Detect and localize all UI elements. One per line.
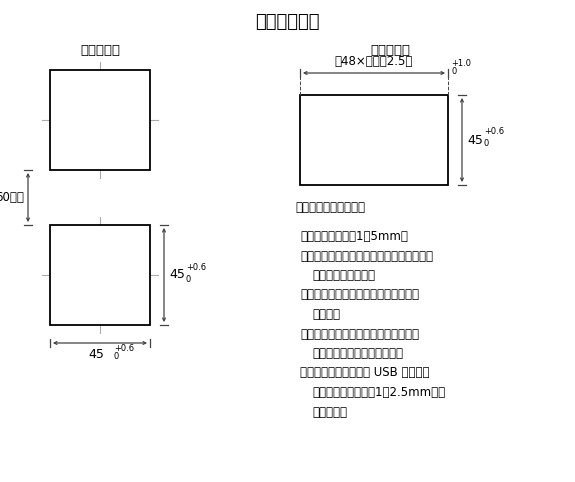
Text: ・若同時安裝複數個使用時，請注意勿: ・若同時安裝複數個使用時，請注意勿 xyxy=(300,327,419,340)
Text: 密合安裝時無法防水。: 密合安裝時無法防水。 xyxy=(295,201,365,214)
Text: ・若要進行防水安裝，請將防水襯墊插: ・若要進行防水安裝，請將防水襯墊插 xyxy=(300,289,419,302)
Text: +0.6: +0.6 xyxy=(484,128,504,136)
Text: 面板開孔尺寸: 面板開孔尺寸 xyxy=(255,13,319,31)
Text: 個別安裝時: 個別安裝時 xyxy=(80,43,120,56)
Text: ・上下方向無法進行密合安裝，敬請注意。: ・上下方向無法進行密合安裝，敬請注意。 xyxy=(300,250,433,263)
Text: 入本體。: 入本體。 xyxy=(312,308,340,321)
Text: 45: 45 xyxy=(467,134,483,147)
Text: +0.6: +0.6 xyxy=(186,263,206,271)
Text: +1.0: +1.0 xyxy=(451,59,471,68)
Text: 0: 0 xyxy=(451,67,456,77)
Text: 讓本機的環境溫度超出規格。: 讓本機的環境溫度超出規格。 xyxy=(312,347,403,360)
Text: 纜線時，請使用厚度1～2.5mm以內: 纜線時，請使用厚度1～2.5mm以內 xyxy=(312,386,445,399)
Text: 0: 0 xyxy=(114,352,119,361)
Text: （48×台數－2.5）: （48×台數－2.5） xyxy=(335,55,413,68)
Bar xyxy=(300,95,448,185)
Text: （請遵守安裝間隔）: （請遵守安裝間隔） xyxy=(312,269,375,282)
Text: 密合安裝時: 密合安裝時 xyxy=(370,43,410,56)
Bar xyxy=(50,225,150,325)
Text: +0.6: +0.6 xyxy=(114,344,134,353)
Text: 45: 45 xyxy=(88,348,104,361)
Text: 0: 0 xyxy=(186,275,191,283)
Text: 60以上: 60以上 xyxy=(0,191,24,204)
Text: 的控制盤。: 的控制盤。 xyxy=(312,405,347,418)
Bar xyxy=(50,70,150,170)
Text: 45: 45 xyxy=(169,268,185,281)
Text: ・安裝於控制盤並使用 USB 串型轉換: ・安裝於控制盤並使用 USB 串型轉換 xyxy=(300,366,430,379)
Text: ・安裝面板厚度為1～5mm。: ・安裝面板厚度為1～5mm。 xyxy=(300,230,408,243)
Text: 0: 0 xyxy=(484,139,489,148)
